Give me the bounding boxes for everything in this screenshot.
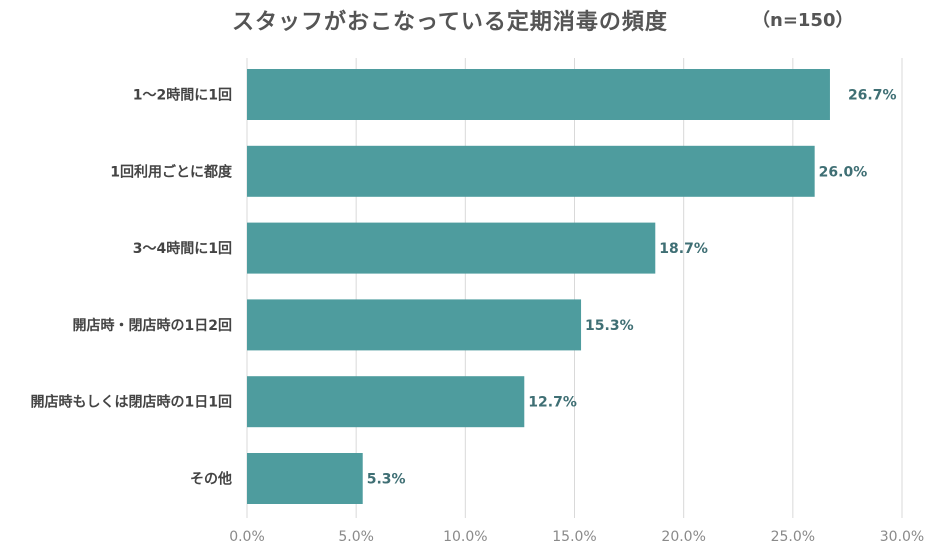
category-label: 1回利用ごとに都度 bbox=[110, 163, 233, 180]
chart-title: スタッフがおこなっている定期消毒の頻度 bbox=[232, 10, 668, 35]
category-label: 1～2時間に1回 bbox=[133, 87, 232, 104]
category-label: 開店時・閉店時の1日2回 bbox=[73, 317, 232, 334]
x-tick-label: 5.0% bbox=[338, 529, 374, 544]
x-tick-label: 15.0% bbox=[552, 529, 596, 544]
value-label: 26.7% bbox=[848, 88, 897, 104]
bar bbox=[247, 299, 582, 351]
value-label: 18.7% bbox=[659, 241, 708, 257]
bar bbox=[247, 69, 830, 120]
value-label: 15.3% bbox=[585, 318, 634, 334]
category-label: その他 bbox=[190, 471, 232, 488]
bar bbox=[247, 222, 656, 274]
chart-subtitle: （n=150） bbox=[752, 10, 854, 31]
bar bbox=[247, 376, 525, 428]
category-label: 3～4時間に1回 bbox=[133, 240, 232, 257]
x-tick-label: 20.0% bbox=[661, 529, 705, 544]
bar bbox=[247, 453, 363, 504]
x-tick-label: 10.0% bbox=[443, 529, 487, 544]
value-label: 26.0% bbox=[819, 164, 868, 180]
category-label: 開店時もしくは閉店時の1日1回 bbox=[31, 394, 232, 411]
x-tick-label: 0.0% bbox=[229, 529, 265, 544]
value-label: 5.3% bbox=[367, 472, 406, 488]
x-tick-label: 30.0% bbox=[880, 529, 924, 544]
x-tick-label: 25.0% bbox=[771, 529, 815, 544]
value-label: 12.7% bbox=[528, 395, 577, 411]
bar bbox=[247, 145, 815, 197]
